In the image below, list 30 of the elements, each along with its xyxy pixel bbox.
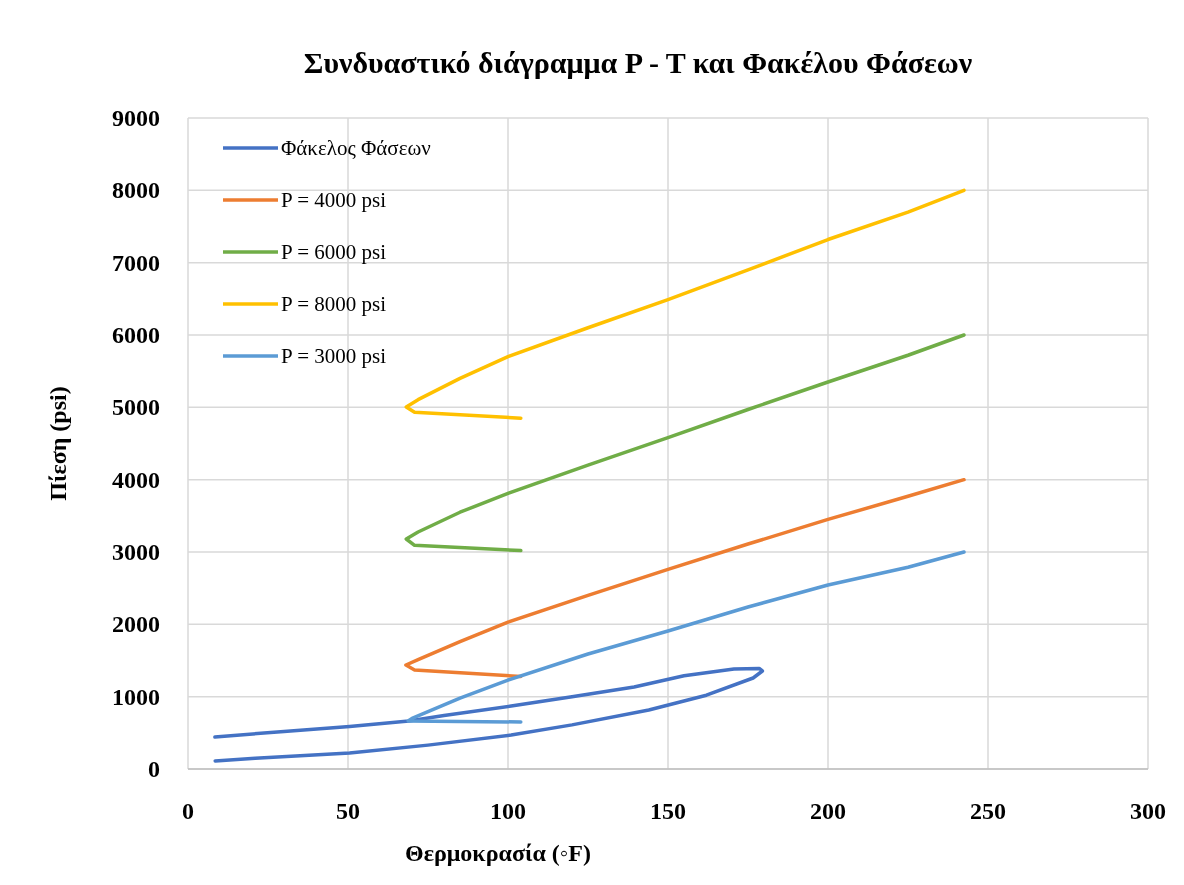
x-tick-label: 300 xyxy=(1130,798,1166,824)
legend-label: Φάκελος Φάσεων xyxy=(281,136,431,160)
legend-label: P = 6000 psi xyxy=(281,240,387,264)
x-tick-label: 0 xyxy=(182,798,194,824)
y-tick-label: 4000 xyxy=(112,466,160,493)
y-tick-label: 8000 xyxy=(112,177,160,204)
legend-label: P = 4000 psi xyxy=(281,188,387,212)
line-series xyxy=(406,550,966,724)
y-tick-label: 3000 xyxy=(112,539,160,565)
chart-title: Συνδυαστικό διάγραμμα P - T και Φακέλου Φάσεων xyxy=(303,46,973,79)
y-axis-title: Πίεση (psi) xyxy=(45,386,71,501)
y-tick-label: 1000 xyxy=(112,683,160,710)
line-series xyxy=(404,477,966,679)
x-tick-label: 150 xyxy=(650,798,686,824)
x-tick-label: 250 xyxy=(970,798,1006,824)
x-tick-label: 50 xyxy=(336,798,360,824)
legend-label: P = 8000 psi xyxy=(281,292,387,316)
x-tick-label: 200 xyxy=(810,798,846,824)
y-tick-label: 5000 xyxy=(112,394,160,421)
y-tick-label: 7000 xyxy=(112,249,160,276)
y-tick-label: 0 xyxy=(148,756,160,782)
line-series xyxy=(404,188,966,420)
y-tick-label: 6000 xyxy=(112,322,160,348)
y-tick-label: 2000 xyxy=(112,611,160,638)
line-series xyxy=(213,666,765,763)
y-tick-label: 9000 xyxy=(112,105,160,131)
legend-label: P = 3000 psi xyxy=(281,344,387,368)
x-axis-title: Θερμοκρασία (◦F) xyxy=(405,840,591,866)
line-series xyxy=(404,333,966,553)
x-tick-label: 100 xyxy=(490,798,526,824)
